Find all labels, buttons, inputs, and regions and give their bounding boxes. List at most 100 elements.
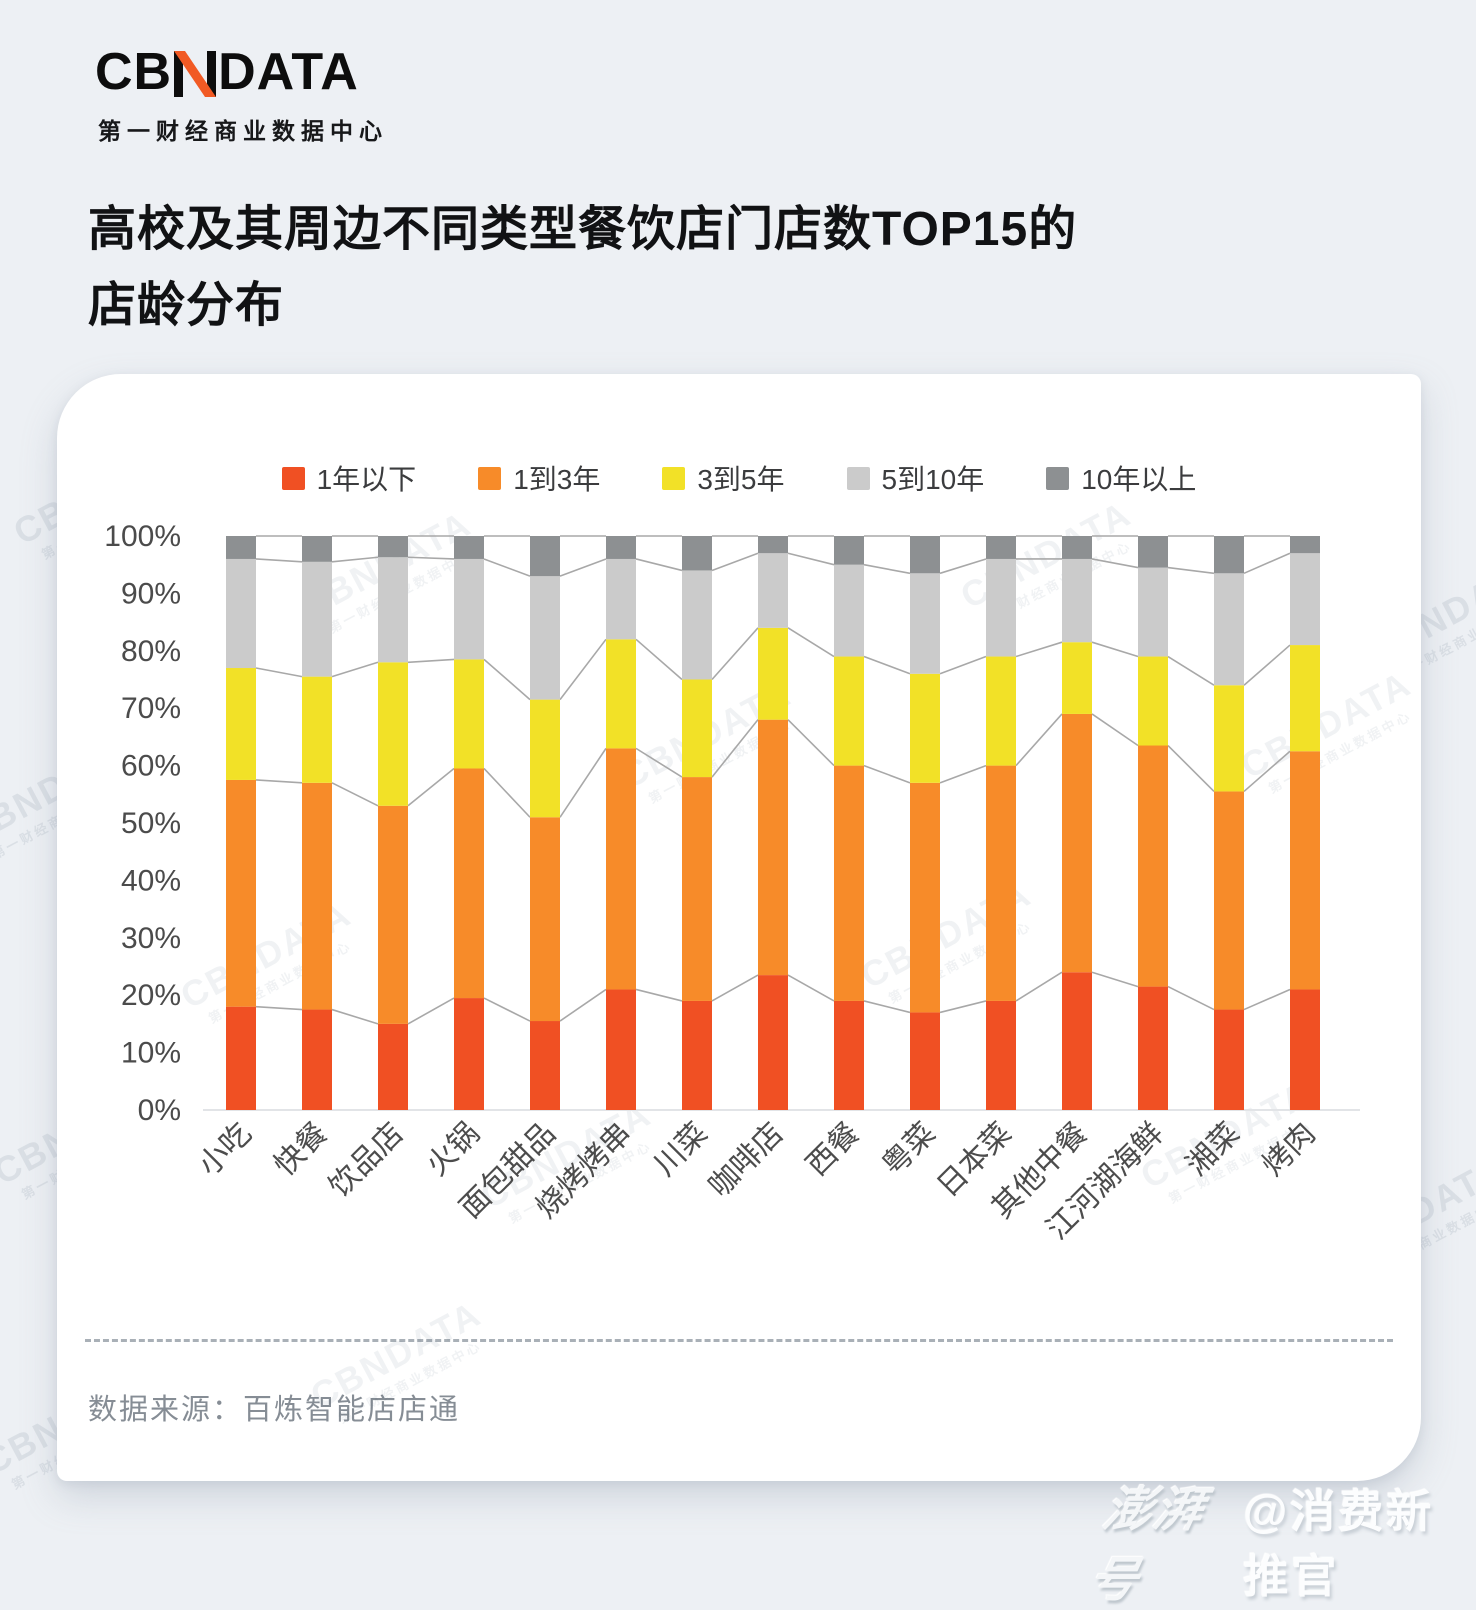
x-category-label: 粤菜 bbox=[876, 1117, 942, 1183]
bar-segment bbox=[302, 676, 332, 783]
connector-line bbox=[787, 719, 835, 767]
connector-line bbox=[407, 658, 455, 664]
page-title: 高校及其周边不同类型餐饮店门店数TOP15的 店龄分布 bbox=[88, 192, 1077, 344]
bar-segment bbox=[1138, 656, 1168, 746]
connector-line bbox=[255, 558, 303, 563]
x-category-label: 西餐 bbox=[800, 1117, 866, 1183]
y-tick-label: 70% bbox=[121, 692, 181, 725]
legend-swatch bbox=[281, 466, 305, 490]
y-tick-label: 90% bbox=[121, 577, 181, 610]
connector-line bbox=[483, 558, 531, 577]
bar-segment bbox=[1138, 986, 1168, 1110]
connector-line bbox=[559, 988, 607, 1022]
bar-segment bbox=[1138, 745, 1168, 987]
bar-segment bbox=[454, 998, 484, 1110]
bar-segment bbox=[986, 536, 1016, 559]
connector-line bbox=[331, 661, 379, 678]
bar-segment bbox=[986, 558, 1016, 657]
bar-segment bbox=[1062, 713, 1092, 973]
bar-segment bbox=[530, 817, 560, 1022]
connector-line bbox=[711, 627, 759, 681]
chart-legend: 1年以下 1到3年 3到5年 5到10年 10年以上 bbox=[57, 458, 1421, 498]
bar-segment bbox=[378, 536, 408, 558]
publisher-watermark: 澎湃号 @消费新推官 bbox=[1084, 1470, 1476, 1610]
connector-line bbox=[1091, 558, 1139, 569]
connector-line bbox=[863, 1000, 911, 1014]
legend-item: 5到10年 bbox=[846, 458, 984, 498]
connector-line bbox=[1243, 988, 1291, 1011]
connector-line bbox=[635, 988, 683, 1002]
y-tick-label: 60% bbox=[121, 750, 181, 783]
x-category-label: 快餐 bbox=[268, 1117, 334, 1183]
dashed-separator bbox=[85, 1339, 1393, 1342]
bar-segment bbox=[834, 536, 864, 565]
bar-segment bbox=[682, 570, 712, 680]
connector-line bbox=[1091, 641, 1139, 658]
y-tick-label: 0% bbox=[138, 1094, 181, 1127]
connector-line bbox=[1091, 713, 1139, 747]
legend-swatch bbox=[478, 466, 502, 490]
connector-line bbox=[939, 1000, 987, 1014]
bar-segment bbox=[1062, 642, 1092, 714]
bar-segment bbox=[530, 1021, 560, 1110]
bar-segment bbox=[682, 679, 712, 778]
bar-segment bbox=[378, 1023, 408, 1110]
connector-line bbox=[1015, 971, 1063, 1002]
bar-segment bbox=[758, 536, 788, 554]
bar-segment bbox=[1062, 536, 1092, 559]
bar-segment bbox=[758, 975, 788, 1110]
bar-segment bbox=[530, 576, 560, 700]
bar-segment bbox=[682, 777, 712, 1001]
y-tick-label: 10% bbox=[121, 1037, 181, 1070]
bar-segment bbox=[378, 557, 408, 663]
bar-segment bbox=[834, 656, 864, 766]
bar-segment bbox=[454, 768, 484, 999]
publisher-handle: @消费新推官 bbox=[1243, 1486, 1435, 1602]
bar-segment bbox=[1290, 553, 1320, 646]
bar-segment bbox=[226, 558, 256, 669]
bar-segment bbox=[1290, 989, 1320, 1110]
bar-segment bbox=[758, 627, 788, 720]
bar-segment bbox=[1214, 791, 1244, 1010]
chart-card: CBNDATA第一财经商业数据中心CBNDATA第一财经商业数据中心CBNDAT… bbox=[57, 374, 1421, 1481]
bar-segment bbox=[606, 558, 636, 640]
connector-line bbox=[939, 558, 987, 575]
bar-segment bbox=[834, 564, 864, 657]
legend-label: 3到5年 bbox=[697, 464, 785, 495]
y-tick-label: 100% bbox=[104, 520, 181, 553]
connector-line bbox=[1015, 641, 1063, 658]
connector-line bbox=[1243, 552, 1291, 575]
bar-segment bbox=[758, 553, 788, 628]
bar-segment bbox=[226, 536, 256, 559]
legend-label: 1到3年 bbox=[513, 464, 601, 495]
legend-label: 10年以上 bbox=[1081, 464, 1197, 495]
bar-segment bbox=[606, 639, 636, 749]
bar-segment bbox=[1062, 972, 1092, 1110]
bar-segment bbox=[910, 782, 940, 1013]
connector-line bbox=[1091, 971, 1139, 988]
bar-segment bbox=[910, 536, 940, 574]
bar-segment bbox=[530, 699, 560, 818]
logo-text-data: DATA bbox=[218, 43, 359, 101]
connector-line bbox=[331, 556, 379, 563]
legend-item: 1到3年 bbox=[478, 458, 600, 498]
connector-line bbox=[787, 974, 835, 1002]
connector-line bbox=[635, 747, 683, 778]
bar-segment bbox=[454, 659, 484, 769]
bar-segment bbox=[302, 782, 332, 1010]
bar-segment bbox=[454, 536, 484, 559]
connector-line bbox=[255, 667, 303, 678]
page-title-line2: 店龄分布 bbox=[88, 279, 285, 332]
page-title-line1: 高校及其周边不同类型餐饮店门店数TOP15的 bbox=[88, 203, 1078, 256]
bar-segment bbox=[302, 536, 332, 562]
x-category-label: 湘菜 bbox=[1180, 1117, 1246, 1183]
bar-segment bbox=[1138, 536, 1168, 568]
bar-segment bbox=[682, 1000, 712, 1110]
x-category-label: 烤肉 bbox=[1256, 1117, 1322, 1183]
connector-line bbox=[255, 779, 303, 784]
connector-line bbox=[407, 767, 455, 807]
data-source-label: 数据来源：百炼智能店店通 bbox=[88, 1394, 461, 1426]
legend-item: 3到5年 bbox=[662, 458, 785, 498]
bar-segment bbox=[378, 805, 408, 1024]
bar-segment bbox=[1290, 645, 1320, 752]
